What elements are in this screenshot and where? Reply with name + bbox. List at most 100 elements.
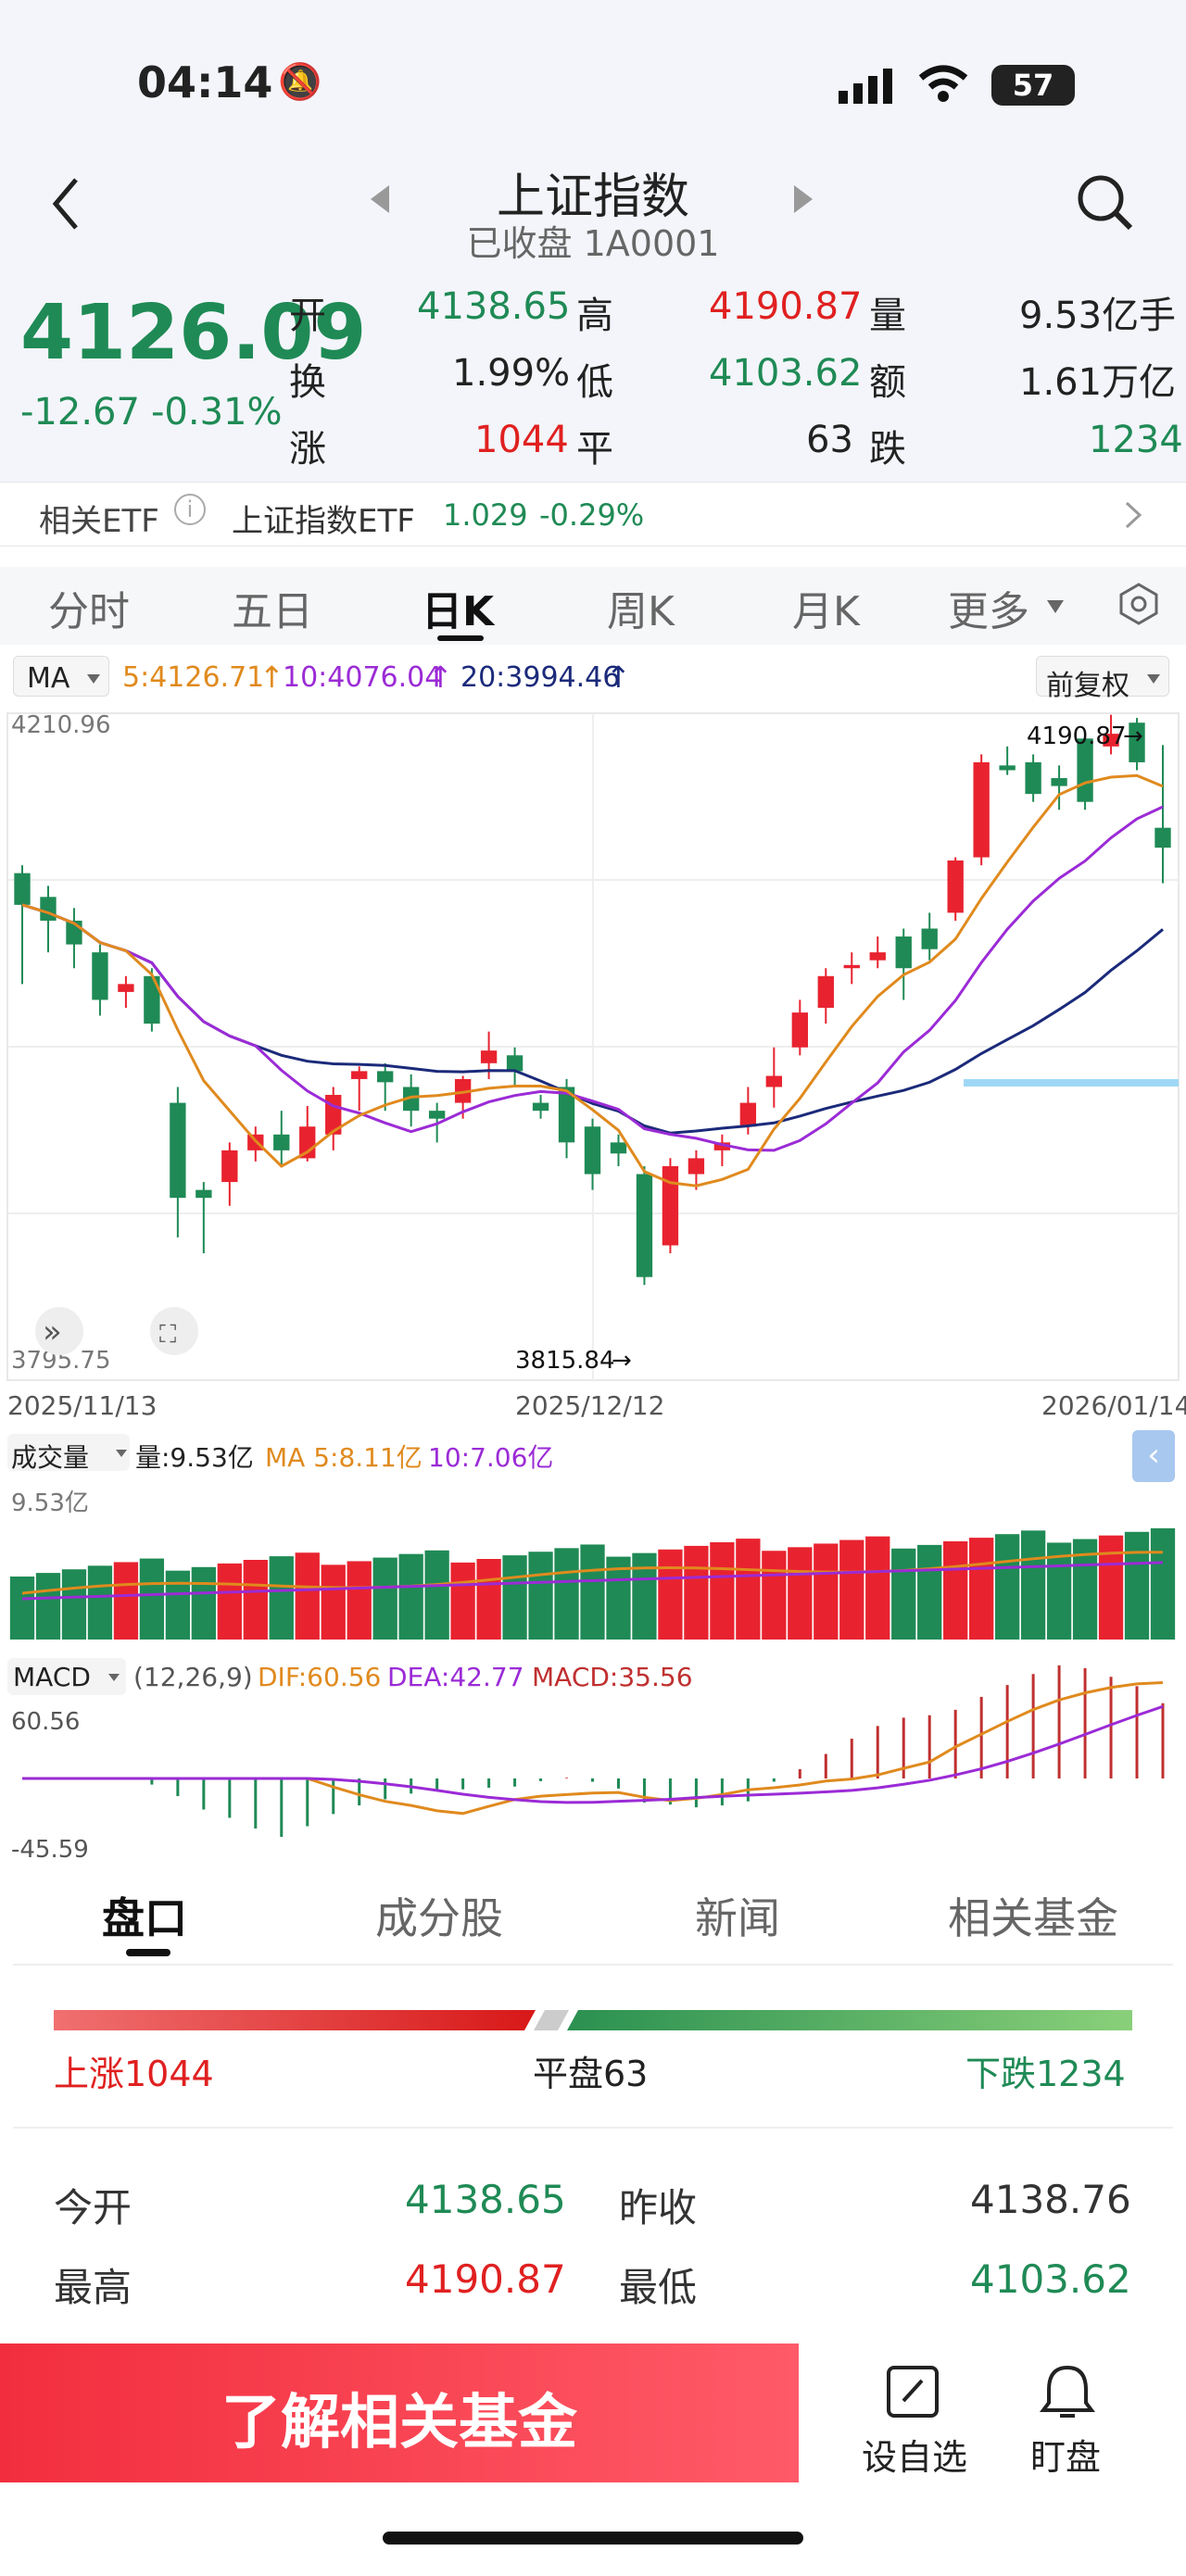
search-icon[interactable]	[1075, 172, 1134, 232]
active-tab-indicator	[126, 1949, 170, 1956]
macd-chart	[22, 1665, 1165, 1837]
ma10-arrow-icon: ↑	[428, 660, 453, 695]
low-detail-value: 4103.62	[970, 2256, 1131, 2302]
volume-ymax: 9.53亿	[11, 1489, 89, 1517]
low-marker: 3815.84	[515, 1347, 615, 1375]
add-watchlist-label[interactable]: 设自选	[862, 2437, 968, 2478]
settings-hex-icon[interactable]	[1117, 582, 1161, 626]
tab-daily-k[interactable]: 日K	[422, 588, 495, 635]
expand-left-icon[interactable]	[35, 1307, 83, 1355]
volume-bar	[243, 1560, 268, 1640]
kline-chart[interactable]: 4210.96 3795.75 4190.87 → 3815.84 → » ⛶ …	[0, 709, 1186, 1426]
page-title: 上证指数	[496, 170, 689, 225]
candle	[428, 1111, 446, 1119]
tab-orderbook[interactable]: 盘口	[102, 1893, 187, 1943]
tab-news[interactable]: 新闻	[695, 1893, 780, 1943]
up-label: 涨	[289, 428, 326, 471]
bell-icon[interactable]	[1040, 2362, 1095, 2419]
tab-five-day[interactable]: 五日	[232, 588, 313, 635]
period-tabs: 分时 五日 日K 周K 月K 更多	[0, 567, 1186, 645]
candle	[584, 1126, 601, 1175]
chevron-right-icon	[1125, 501, 1142, 529]
info-icon[interactable]: i	[174, 494, 206, 525]
prev-close-label: 昨收	[619, 2185, 698, 2230]
watch-market-label[interactable]: 盯盘	[1030, 2437, 1102, 2478]
candle	[402, 1087, 420, 1112]
tab-related-funds[interactable]: 相关基金	[948, 1893, 1118, 1943]
etf-label: 相关ETF	[39, 503, 159, 540]
volume-bar	[165, 1570, 191, 1640]
home-indicator	[383, 2532, 803, 2545]
etf-price: 1.029	[443, 497, 528, 533]
down-label: 跌	[869, 428, 906, 471]
candle	[196, 1189, 212, 1199]
down-count: 1234	[1089, 419, 1183, 461]
candle	[713, 1142, 731, 1150]
adjust-selector[interactable]: 前复权	[1036, 656, 1169, 702]
volume-bar	[502, 1555, 527, 1640]
date-start: 2025/11/13	[7, 1390, 157, 1421]
edit-watchlist-icon[interactable]	[885, 2364, 944, 2419]
macd-ymin: -45.59	[11, 1836, 89, 1864]
date-end: 2026/01/14	[1041, 1390, 1186, 1421]
candle	[92, 952, 108, 1000]
candle	[506, 1055, 524, 1072]
volume-bar	[1020, 1530, 1046, 1640]
low-detail-label: 最低	[619, 2265, 698, 2310]
volume-selector[interactable]: 成交量	[7, 1434, 130, 1473]
tab-more[interactable]: 更多	[948, 588, 1029, 635]
etf-name: 上证指数ETF	[232, 503, 415, 540]
ma-selector[interactable]: MA	[13, 656, 109, 697]
volume-bar	[1098, 1535, 1124, 1640]
volume-bar	[580, 1544, 605, 1640]
high-detail-value: 4190.87	[405, 2256, 566, 2302]
candle	[377, 1071, 394, 1083]
candle	[558, 1087, 575, 1143]
candle	[480, 1050, 498, 1063]
volume-bar	[865, 1536, 890, 1640]
volume-bar	[9, 1577, 35, 1640]
candle	[636, 1174, 653, 1277]
tab-constituents[interactable]: 成分股	[375, 1893, 503, 1943]
volume-bar	[1150, 1527, 1176, 1640]
volume-bar	[788, 1547, 813, 1640]
flat-label: 平	[576, 428, 613, 471]
macd-dea: DEA:42.77	[387, 1662, 524, 1692]
volume-bar	[347, 1561, 372, 1640]
tab-monthly-k[interactable]: 月K	[792, 588, 860, 635]
tab-weekly-k[interactable]: 周K	[607, 588, 675, 635]
adjust-label: 前复权	[1046, 670, 1129, 702]
wifi-icon	[918, 65, 968, 102]
dropdown-icon	[1047, 600, 1064, 613]
candle	[1025, 761, 1041, 795]
ma10-value: 10:4076.04	[283, 661, 443, 694]
etf-pct: -0.29%	[539, 497, 645, 533]
candle	[688, 1158, 705, 1175]
candle	[999, 765, 1016, 771]
breadth-down: 下跌1234	[965, 2054, 1126, 2094]
fullscreen-icon[interactable]	[150, 1307, 198, 1355]
candle	[895, 936, 912, 969]
active-tab-indicator	[437, 635, 484, 641]
ma-label: MA	[27, 662, 70, 695]
macd-ymax: 60.56	[11, 1708, 81, 1736]
collapse-panel-icon[interactable]: ‹	[1132, 1430, 1175, 1482]
volume-bar	[528, 1552, 553, 1640]
volume-bar	[424, 1550, 449, 1640]
volume-bar	[1046, 1542, 1072, 1640]
volume-bar	[684, 1545, 709, 1640]
tab-intraday[interactable]: 分时	[48, 588, 130, 635]
prev-index-icon[interactable]	[369, 183, 391, 215]
volume-bar	[295, 1552, 320, 1640]
open-label: 开	[289, 295, 326, 337]
volume-bar	[994, 1534, 1020, 1640]
learn-funds-button[interactable]: 了解相关基金	[0, 2344, 799, 2482]
back-icon[interactable]	[48, 176, 85, 232]
volume-bar	[710, 1542, 735, 1640]
date-mid: 2025/12/12	[515, 1390, 664, 1421]
related-etf-bar[interactable]: 相关ETF i 上证指数ETF 1.029 -0.29%	[0, 482, 1186, 547]
macd-selector[interactable]: MACD	[7, 1658, 126, 1695]
high-detail-label: 最高	[54, 2265, 132, 2310]
next-index-icon[interactable]	[792, 183, 814, 215]
up-count: 1044	[474, 419, 569, 461]
